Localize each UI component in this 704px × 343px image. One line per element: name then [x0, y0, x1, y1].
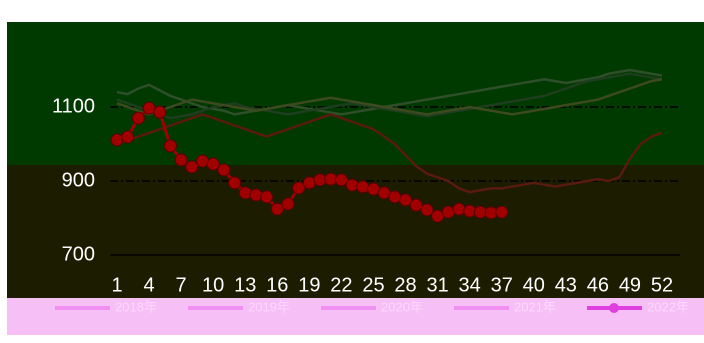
point: [420, 203, 434, 217]
x-tick-label: 16: [266, 274, 288, 296]
legend-label: 2020年: [381, 299, 423, 314]
point: [238, 186, 252, 200]
point: [163, 139, 177, 153]
point: [324, 172, 338, 186]
point: [260, 190, 274, 204]
legend-label: 2019年: [248, 299, 290, 314]
legend-band: [7, 298, 704, 335]
point: [195, 154, 209, 168]
x-tick-label: 52: [651, 274, 673, 296]
x-tick-label: 49: [619, 274, 641, 296]
point: [206, 157, 220, 171]
point: [452, 202, 466, 216]
series-line: [116, 78, 663, 116]
x-tick-label: 25: [362, 274, 384, 296]
series-line: [116, 72, 663, 120]
legend-marker: [609, 303, 619, 313]
legend-label: 2018年: [115, 299, 157, 314]
point: [313, 173, 327, 187]
point: [110, 133, 124, 147]
point: [217, 163, 231, 177]
point: [484, 206, 498, 220]
point: [399, 193, 413, 207]
x-tick-label: 37: [491, 274, 513, 296]
point: [334, 173, 348, 187]
point: [270, 202, 284, 216]
point: [121, 130, 135, 144]
x-tick-label: 19: [298, 274, 320, 296]
x-tick-label: 43: [555, 274, 577, 296]
x-tick-label: 13: [234, 274, 256, 296]
legend-label: 2021年: [514, 299, 556, 314]
plot-band-top: [7, 22, 704, 165]
point: [249, 188, 263, 202]
y-tick-label: 700: [62, 243, 95, 265]
point: [302, 176, 316, 190]
x-tick-label: 4: [143, 274, 154, 296]
point: [495, 205, 509, 219]
x-tick-label: 31: [426, 274, 448, 296]
x-tick-label: 34: [459, 274, 481, 296]
point: [281, 197, 295, 211]
point: [441, 205, 455, 219]
point: [228, 176, 242, 190]
point: [388, 190, 402, 204]
point: [292, 181, 306, 195]
y-tick-label: 1100: [52, 95, 95, 117]
point: [174, 153, 188, 167]
point: [345, 178, 359, 192]
point: [409, 198, 423, 212]
point: [131, 111, 145, 125]
point: [356, 180, 370, 194]
x-tick-label: 7: [176, 274, 187, 296]
x-tick-label: 46: [587, 274, 609, 296]
point: [185, 160, 199, 174]
x-tick-label: 22: [330, 274, 352, 296]
point: [366, 182, 380, 196]
series-line: [116, 113, 663, 194]
point: [463, 204, 477, 218]
point: [153, 105, 167, 119]
x-tick-label: 10: [202, 274, 224, 296]
x-tick-label: 28: [394, 274, 416, 296]
legend-label: 2022年: [647, 299, 689, 314]
point: [473, 205, 487, 219]
x-tick-label: 40: [523, 274, 545, 296]
y-tick-label: 900: [62, 169, 95, 191]
x-tick-label: 1: [111, 274, 122, 296]
